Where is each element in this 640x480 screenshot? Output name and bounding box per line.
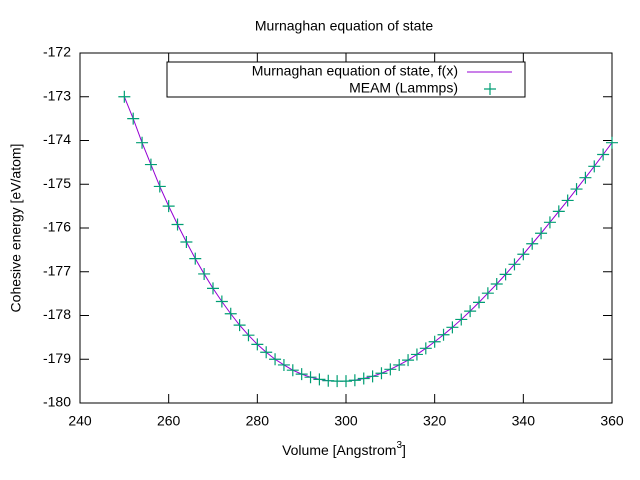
data-point [348, 374, 361, 387]
chart-title: Murnaghan equation of state [255, 18, 433, 34]
data-point [508, 258, 521, 271]
y-tick-label: -179 [43, 350, 71, 366]
x-tick-label: 340 [512, 413, 536, 429]
data-point [375, 367, 388, 380]
x-axis-label: Volume [Angstrom3] [282, 440, 406, 458]
data-point [366, 370, 379, 383]
data-point [490, 278, 503, 290]
data-point [153, 180, 166, 193]
data-point [251, 338, 264, 351]
y-tick-label: -176 [43, 219, 71, 235]
data-point [242, 329, 255, 342]
data-point [277, 358, 290, 371]
x-tick-label: 360 [600, 413, 624, 429]
data-point [224, 307, 237, 320]
data-point [260, 346, 273, 359]
data-point [207, 282, 219, 295]
data-point [286, 364, 299, 377]
x-tick-label: 320 [423, 413, 447, 429]
data-point [455, 313, 468, 326]
data-point [313, 373, 326, 386]
data-point [127, 112, 140, 125]
data-point [189, 252, 202, 265]
data-point [198, 267, 211, 280]
data-line [123, 96, 613, 382]
x-label-end: ] [402, 442, 406, 458]
legend-box [166, 61, 526, 98]
y-tick-label: -173 [43, 87, 71, 103]
data-point [579, 171, 592, 184]
data-point [499, 268, 512, 281]
data-point [543, 216, 556, 229]
data-point [295, 368, 308, 381]
x-tick-label: 300 [334, 413, 358, 429]
data-point [180, 236, 193, 248]
data-point [233, 319, 246, 332]
data-point [473, 296, 485, 309]
y-axis-label: Cohesive energy [eV/atom] [8, 144, 24, 313]
data-point [136, 136, 149, 149]
y-tick-label: -174 [43, 131, 71, 147]
data-point [597, 148, 610, 161]
data-point [561, 194, 574, 207]
legend-label: Murnaghan equation of state, f(x) [252, 63, 458, 79]
data-point [428, 335, 441, 348]
x-label-text: Volume [Angstrom [282, 442, 396, 458]
data-point [384, 363, 397, 376]
data-point [410, 348, 423, 361]
data-point [393, 358, 406, 371]
y-tick-label: -177 [43, 262, 71, 278]
data-point [357, 372, 370, 385]
data-point [419, 342, 432, 355]
x-tick-label: 260 [157, 413, 181, 429]
x-tick-label: 240 [68, 413, 92, 429]
legend-label: MEAM (Lammps) [349, 80, 458, 96]
data-point [535, 227, 548, 240]
y-tick-label: -180 [43, 394, 71, 410]
data-point [570, 183, 583, 196]
x-label-sup: 3 [396, 440, 402, 451]
x-tick-label: 280 [246, 413, 270, 429]
data-point [162, 200, 175, 213]
data-point [464, 305, 477, 318]
data-point [402, 354, 415, 367]
data-point [118, 90, 131, 103]
data-point [171, 218, 184, 231]
legend-swatch [484, 83, 496, 95]
data-point [552, 205, 565, 218]
y-tick-label: -178 [43, 306, 71, 322]
y-tick-label: -172 [43, 44, 71, 60]
data-point [481, 287, 494, 300]
data-point [215, 295, 228, 308]
data-point [144, 158, 157, 171]
data-point [340, 375, 352, 388]
data-point [446, 321, 459, 334]
data-point [606, 136, 618, 149]
data-point [437, 328, 450, 341]
data-point [526, 237, 539, 250]
data-point [517, 248, 530, 261]
data-point [304, 371, 317, 384]
y-tick-label: -175 [43, 175, 71, 191]
data-point [269, 353, 282, 366]
data-point [588, 160, 601, 173]
